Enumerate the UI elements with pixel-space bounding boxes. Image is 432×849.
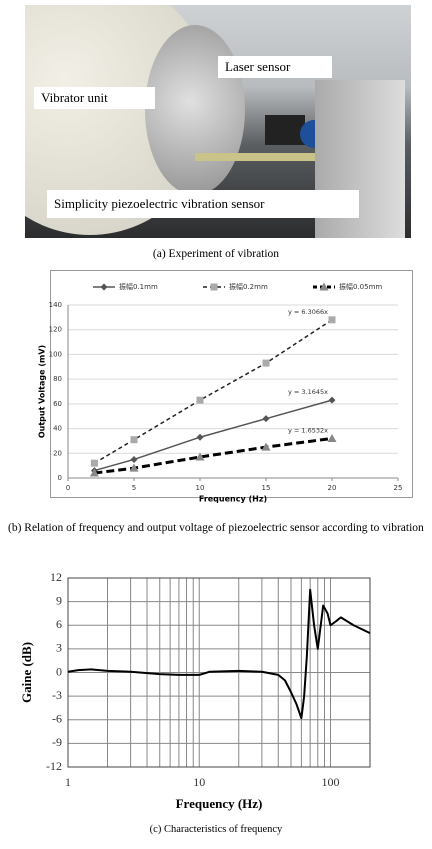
x-tick-label: 10 [196, 484, 205, 492]
marker [261, 442, 271, 451]
y-tick-label: 40 [53, 425, 62, 433]
sensor-rod [195, 153, 345, 161]
marker [89, 468, 99, 477]
trendline-label: y = 3.1645x [288, 388, 328, 396]
x-tick-label: 1 [65, 775, 71, 789]
photo-label: Laser sensor [218, 56, 332, 78]
marker [210, 283, 218, 291]
y-tick-label: 140 [49, 301, 62, 309]
marker [130, 455, 138, 463]
y-tick-label: -6 [52, 712, 62, 726]
marker [262, 359, 270, 367]
x-tick-label: 15 [262, 484, 271, 492]
marker [100, 283, 108, 291]
y-tick-label: 20 [53, 449, 62, 457]
x-tick-label: 0 [66, 484, 70, 492]
series-line [67, 588, 371, 720]
caption: (b) Relation of frequency and output vol… [8, 522, 424, 534]
experiment-photo: Laser sensor Vibrator unit Simplicity pi… [25, 5, 411, 238]
legend-label: 振幅0.1mm [119, 282, 158, 291]
y-tick-label: 6 [56, 617, 62, 631]
y-tick-label: -3 [52, 688, 62, 702]
y-tick-label: 12 [50, 570, 62, 584]
y-tick-label: 0 [56, 664, 62, 678]
marker [328, 316, 336, 324]
series-line [94, 399, 333, 472]
marker [196, 433, 204, 441]
trendline-label: y = 6.3066x [288, 308, 328, 316]
y-tick-label: -12 [46, 759, 62, 773]
y-tick-label: 9 [56, 593, 62, 607]
marker [195, 452, 205, 461]
y-tick-label: -9 [52, 735, 62, 749]
marker [196, 396, 204, 404]
series-line [94, 436, 333, 475]
legend-label: 振幅0.05mm [339, 282, 382, 291]
marker [327, 433, 337, 442]
x-tick-label: 20 [328, 484, 337, 492]
marker [319, 282, 329, 291]
photo-label: Simplicity piezoelectric vibration senso… [47, 190, 359, 218]
y-axis-label: Output Voltage (mV) [38, 345, 47, 438]
laser-head [265, 115, 305, 145]
marker [129, 463, 139, 472]
caption: (a) Experiment of vibration [152, 248, 280, 260]
legend-label: 振幅0.2mm [229, 282, 268, 291]
marker [90, 459, 98, 467]
y-tick-label: 80 [53, 375, 62, 383]
x-tick-label: 5 [132, 484, 136, 492]
y-tick-label: 3 [56, 641, 62, 655]
y-tick-label: 120 [49, 326, 62, 334]
x-axis-label: Frequency (Hz) [199, 495, 267, 504]
marker [130, 436, 138, 444]
y-tick-label: 60 [53, 400, 62, 408]
marker [328, 396, 336, 404]
y-tick-label: 0 [58, 474, 62, 482]
trendline-label: y = 1.6532x [288, 426, 328, 434]
photo-label: Vibrator unit [34, 87, 155, 109]
x-tick-label: 100 [321, 775, 339, 789]
plot-border [67, 577, 371, 768]
vibrator-plate [145, 25, 245, 195]
y-tick-label: 100 [49, 350, 62, 358]
x-tick-label: 10 [193, 775, 205, 789]
y-axis-label: Gaine (dB) [19, 642, 34, 703]
x-axis-label: Frequency (Hz) [176, 796, 263, 811]
marker [262, 415, 270, 423]
caption: (c) Characteristics of frequency [149, 824, 283, 835]
x-tick-label: 25 [394, 484, 403, 492]
chart-frame [50, 270, 413, 498]
